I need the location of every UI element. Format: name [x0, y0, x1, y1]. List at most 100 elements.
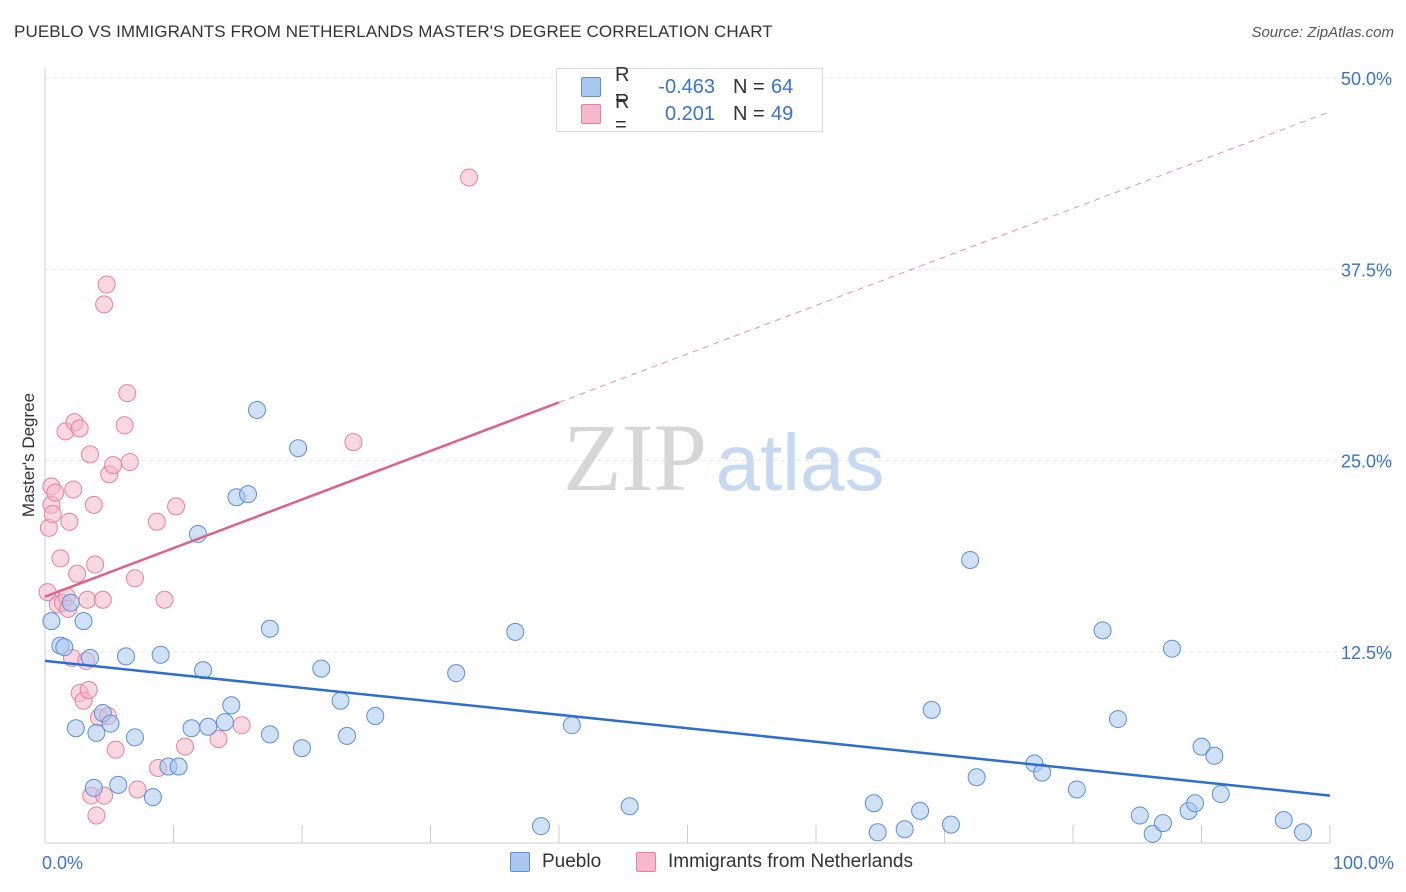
netherlands-swatch	[581, 104, 601, 124]
pueblo-point	[169, 757, 188, 776]
stats-legend: R = -0.463 N = 64 R = 0.201 N = 49	[556, 64, 823, 136]
n-label: N =	[733, 102, 765, 125]
netherlands-point	[43, 505, 62, 524]
netherlands-point	[128, 780, 147, 799]
r-value: -0.463	[658, 75, 715, 98]
pueblo-point	[222, 696, 241, 715]
trend-lines	[44, 111, 1331, 797]
pueblo-point	[1153, 814, 1172, 833]
pueblo-point	[620, 797, 639, 816]
netherlands-point	[232, 716, 251, 735]
pueblo-point	[922, 700, 941, 719]
chart-title: PUEBLO VS IMMIGRANTS FROM NETHERLANDS MA…	[14, 22, 773, 41]
pueblo-point	[337, 726, 356, 745]
pueblo-point	[1130, 806, 1149, 825]
pueblo-point	[506, 622, 525, 641]
netherlands-point	[46, 483, 65, 502]
netherlands-swatch	[636, 852, 656, 872]
netherlands-point	[64, 480, 83, 499]
pueblo-point	[74, 612, 93, 631]
netherlands-point	[118, 384, 137, 403]
watermark: ZIP atlas	[563, 404, 884, 511]
pueblo-point	[1108, 710, 1127, 729]
legend-label-pueblo: Pueblo	[542, 851, 602, 872]
pueblo-point	[215, 713, 234, 732]
pueblo-point	[182, 719, 201, 738]
pueblo-point	[1067, 780, 1086, 799]
pueblo-point	[151, 645, 170, 664]
pueblo-point	[87, 723, 106, 742]
pueblo-point	[532, 817, 551, 836]
watermark-atlas: atlas	[716, 418, 885, 507]
bottom-legend: Pueblo Immigrants from Netherlands	[0, 851, 1406, 877]
netherlands-point	[209, 729, 228, 748]
pueblo-trend-line	[44, 659, 1331, 797]
pueblo-point	[864, 794, 883, 813]
y-tick-label: 37.5%	[1341, 260, 1392, 280]
netherlands-point	[104, 456, 123, 475]
netherlands-point	[51, 549, 70, 568]
pueblo-point	[1211, 785, 1230, 804]
pueblo-point	[967, 768, 986, 787]
y-tick-label: 25.0%	[1341, 452, 1392, 472]
y-axis-label: Master's Degree	[19, 393, 38, 517]
legend-row-pueblo: R = -0.463 N = 64	[581, 64, 793, 109]
netherlands-point	[120, 453, 139, 472]
pueblo-point	[1162, 639, 1181, 658]
netherlands-point	[84, 495, 103, 514]
netherlands-point	[93, 590, 112, 609]
pueblo-point	[941, 815, 960, 834]
r-label: R =	[615, 91, 630, 136]
netherlands-point	[115, 416, 134, 435]
legend-item-pueblo: Pueblo	[510, 851, 601, 873]
pueblo-point	[1186, 794, 1205, 813]
n-label: N =	[733, 75, 765, 98]
netherlands-trend-extension	[558, 111, 1331, 403]
netherlands-point	[87, 806, 106, 825]
netherlands-point	[95, 295, 114, 314]
pueblo-point	[366, 707, 385, 726]
n-value: 49	[771, 102, 794, 125]
y-tick-label: 50.0%	[1341, 69, 1392, 89]
pueblo-point	[66, 719, 85, 738]
netherlands-point	[155, 590, 174, 609]
netherlands-point	[80, 445, 99, 464]
y-tick-label: 12.5%	[1341, 643, 1392, 663]
pueblo-point	[42, 612, 61, 631]
netherlands-point	[147, 512, 166, 531]
pueblo-point	[260, 725, 279, 744]
pueblo-point	[868, 823, 887, 842]
netherlands-point	[344, 433, 363, 452]
netherlands-point	[106, 740, 125, 759]
watermark-zip: ZIP	[563, 404, 707, 511]
pueblo-point	[1033, 763, 1052, 782]
pueblo-point	[55, 638, 74, 657]
pueblo-point	[961, 550, 980, 569]
netherlands-point	[79, 681, 98, 699]
netherlands-point	[68, 564, 87, 583]
r-value: 0.201	[664, 102, 715, 125]
legend-item-netherlands: Immigrants from Netherlands	[636, 851, 913, 873]
pueblo-point	[199, 717, 218, 736]
netherlands-trend-line	[44, 401, 560, 598]
pueblo-point	[331, 691, 350, 710]
netherlands-point	[125, 569, 144, 588]
pueblo-point	[143, 788, 162, 807]
x-tick-label: 100.0%	[1333, 853, 1394, 873]
pueblo-point	[562, 716, 581, 735]
pueblo-point	[1274, 811, 1293, 830]
pueblo-swatch	[581, 77, 601, 97]
netherlands-point	[60, 512, 79, 531]
pueblo-swatch	[510, 852, 530, 872]
pueblo-point	[293, 739, 311, 758]
netherlands-point	[167, 497, 186, 516]
pueblo-point	[248, 401, 267, 420]
pueblo-point	[289, 439, 308, 458]
netherlands-point	[460, 168, 479, 187]
pueblo-point	[116, 647, 135, 666]
x-tick-label: 0.0%	[42, 853, 83, 873]
netherlands-point	[176, 737, 195, 756]
legend-row-netherlands: R = 0.201 N = 49	[581, 91, 794, 136]
pueblo-point	[1192, 737, 1211, 756]
pueblo-point	[84, 778, 103, 797]
